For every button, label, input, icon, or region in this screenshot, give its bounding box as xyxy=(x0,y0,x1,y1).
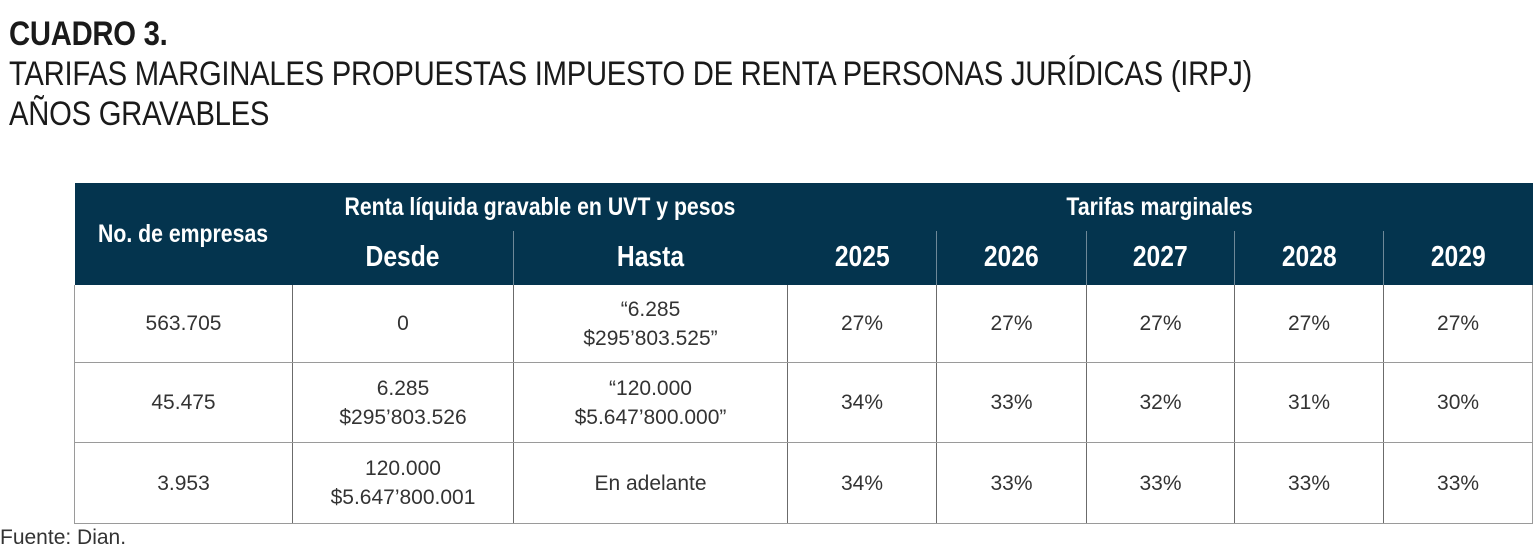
cell-rate-2028: 27% xyxy=(1234,285,1384,363)
header-rates-group: Tarifas marginales xyxy=(787,183,1533,231)
header-row-2: Desde Hasta 2025 2026 2027 2028 2029 xyxy=(75,231,1533,285)
header-income-group: Renta líquida gravable en UVT y pesos xyxy=(292,183,788,231)
cell-from: 6.285 $295’803.526 xyxy=(292,362,514,443)
cell-companies: 3.953 xyxy=(74,442,293,524)
cell-rate-2029: 33% xyxy=(1383,442,1534,524)
header-to: Hasta xyxy=(512,231,788,285)
cell-rate-2026: 33% xyxy=(936,362,1087,443)
table-row: 45.475 6.285 $295’803.526 “120.000 $5.64… xyxy=(74,362,1534,443)
source-note: Fuente: Dian. xyxy=(0,526,127,549)
cell-rate-2026: 33% xyxy=(936,442,1087,524)
table-caption: CUADRO 3. TARIFAS MARGINALES PROPUESTAS … xyxy=(9,14,1454,134)
table-row: 563.705 0 “6.285 $295’803.525” 27% 27% 2… xyxy=(74,285,1534,363)
header-year-2028: 2028 xyxy=(1234,231,1384,285)
cell-rate-2027: 32% xyxy=(1086,362,1235,443)
cell-rate-2025: 34% xyxy=(787,362,937,443)
header-year-2026: 2026 xyxy=(936,231,1087,285)
cell-from: 0 xyxy=(292,285,514,363)
cell-from: 120.000 $5.647’800.001 xyxy=(292,442,514,524)
cell-to: En adelante xyxy=(512,442,788,524)
caption-subtitle: AÑOS GRAVABLES xyxy=(9,95,270,133)
cell-companies: 45.475 xyxy=(74,362,293,443)
header-year-2027: 2027 xyxy=(1086,231,1235,285)
cell-rate-2027: 27% xyxy=(1086,285,1235,363)
cell-rate-2029: 30% xyxy=(1383,362,1534,443)
cell-rate-2025: 27% xyxy=(787,285,937,363)
cell-to: “120.000 $5.647’800.000” xyxy=(512,362,788,443)
cell-to: “6.285 $295’803.525” xyxy=(512,285,788,363)
cell-rate-2029: 27% xyxy=(1383,285,1534,363)
cell-rate-2028: 33% xyxy=(1234,442,1384,524)
header-row-1: No. de empresas Renta líquida gravable e… xyxy=(74,183,1533,285)
caption-title: TARIFAS MARGINALES PROPUESTAS IMPUESTO D… xyxy=(9,55,1253,93)
header-from: Desde xyxy=(292,231,514,285)
tax-rates-table: No. de empresas Renta líquida gravable e… xyxy=(74,183,1534,524)
cell-rate-2025: 34% xyxy=(787,442,937,524)
header-year-2029: 2029 xyxy=(1383,231,1533,285)
table-row: 3.953 120.000 $5.647’800.001 En adelante… xyxy=(74,442,1534,524)
cell-companies: 563.705 xyxy=(74,285,293,363)
header-companies: No. de empresas xyxy=(74,183,293,285)
header-year-2025: 2025 xyxy=(787,231,937,285)
cell-rate-2027: 33% xyxy=(1086,442,1235,524)
cell-rate-2026: 27% xyxy=(936,285,1087,363)
cell-rate-2028: 31% xyxy=(1234,362,1384,443)
caption-number: CUADRO 3. xyxy=(9,15,168,53)
